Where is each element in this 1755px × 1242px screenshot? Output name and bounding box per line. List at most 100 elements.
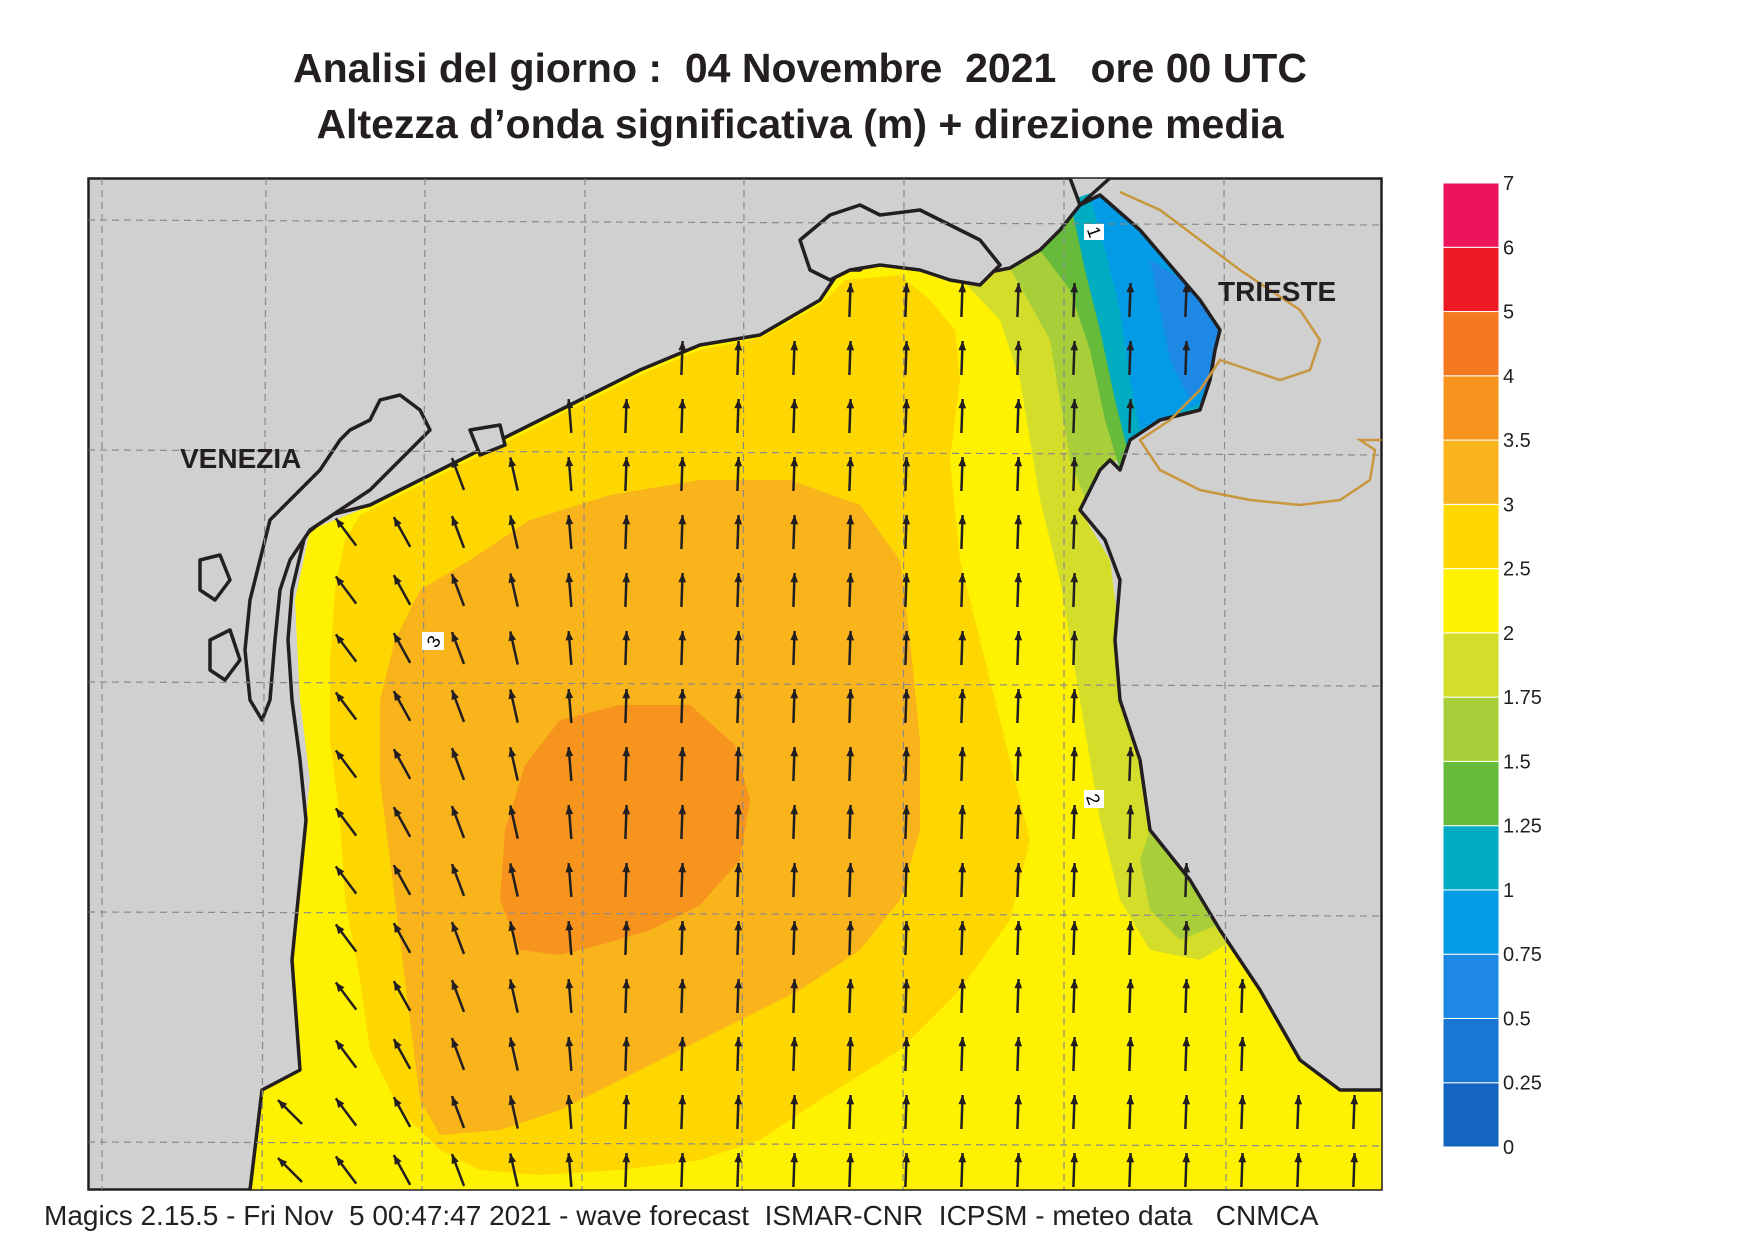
wave-direction-arrow — [450, 863, 466, 897]
wave-direction-arrow — [508, 515, 519, 549]
legend-tick-label: 1.75 — [1503, 687, 1542, 709]
legend-swatch — [1442, 439, 1500, 505]
wave-direction-arrow — [734, 746, 743, 782]
wave-direction-arrow — [734, 630, 743, 666]
wave-direction-arrow — [1014, 1152, 1023, 1188]
wave-direction-arrow — [790, 1036, 799, 1072]
wave-direction-arrow — [958, 920, 967, 956]
wave-direction-arrow — [622, 804, 631, 840]
legend-tick-label: 0.5 — [1503, 1008, 1531, 1030]
wave-direction-arrow — [1070, 282, 1079, 318]
graticule — [88, 178, 1382, 1190]
wave-direction-arrow — [790, 514, 799, 550]
wave-direction-arrow — [734, 688, 743, 724]
wave-direction-arrow — [392, 632, 412, 664]
legend-tick-label: 3 — [1503, 494, 1514, 516]
wave-direction-arrow — [790, 630, 799, 666]
wave-direction-arrow — [846, 514, 855, 550]
wave-direction-arrow — [846, 688, 855, 724]
wave-direction-arrow — [622, 746, 631, 782]
legend-swatch — [1442, 760, 1500, 827]
land-island-a — [198, 553, 232, 602]
wave-direction-arrow — [1182, 282, 1191, 318]
wave-direction-arrow — [1014, 862, 1023, 898]
wave-direction-arrow — [622, 862, 631, 898]
wave-direction-arrow — [902, 398, 911, 434]
wave-direction-arrow — [958, 1152, 967, 1188]
wave-direction-arrow — [678, 1152, 687, 1188]
wave-direction-arrow — [622, 920, 631, 956]
land-venice-islands — [243, 393, 432, 722]
wave-direction-arrow — [1070, 1094, 1079, 1130]
wave-direction-arrow — [1070, 456, 1079, 492]
wave-direction-arrow — [622, 1036, 631, 1072]
wave-direction-arrow — [334, 981, 358, 1011]
wave-direction-arrow — [790, 746, 799, 782]
wave-direction-arrow — [958, 572, 967, 608]
wave-direction-arrow — [334, 1155, 358, 1185]
wave-direction-arrow — [450, 1153, 466, 1187]
wave-direction-arrow — [846, 1152, 855, 1188]
wave-direction-arrow — [846, 340, 855, 376]
wave-direction-arrow — [565, 398, 574, 434]
wave-direction-arrow — [1070, 1152, 1079, 1188]
wave-direction-arrow — [1070, 514, 1079, 550]
wave-direction-arrow — [334, 865, 358, 895]
wave-direction-arrow — [958, 862, 967, 898]
wave-direction-arrow — [1070, 688, 1079, 724]
wave-direction-arrow — [902, 282, 911, 318]
wave-direction-arrow — [734, 862, 743, 898]
wave-direction-arrow — [1014, 340, 1023, 376]
wave-direction-arrow — [958, 398, 967, 434]
wave-direction-arrow — [1070, 920, 1079, 956]
wave-direction-arrow — [790, 572, 799, 608]
wave-direction-arrow — [902, 920, 911, 956]
wave-direction-arrow — [734, 398, 743, 434]
wave-direction-arrow — [1238, 1152, 1247, 1188]
wave-direction-arrow — [1070, 398, 1079, 434]
wave-direction-arrow — [902, 572, 911, 608]
legend-tick-label: 2 — [1503, 623, 1514, 645]
wave-direction-arrow — [958, 688, 967, 724]
wave-direction-arrow — [392, 922, 412, 954]
wave-direction-arrow — [734, 340, 743, 376]
wave-direction-arrow — [734, 1152, 743, 1188]
national-border — [1119, 190, 1382, 507]
wave-direction-arrow — [277, 1157, 303, 1183]
legend-tick-label: 0.25 — [1503, 1073, 1542, 1095]
wave-arrows — [277, 282, 1359, 1188]
wave-direction-arrow — [846, 804, 855, 840]
wave-direction-arrow — [734, 804, 743, 840]
wave-direction-arrow — [902, 514, 911, 550]
wave-direction-arrow — [277, 1099, 303, 1125]
land-island-c — [468, 423, 507, 457]
wave-direction-arrow — [902, 978, 911, 1014]
wave-direction-arrow — [678, 920, 687, 956]
wave-direction-arrow — [734, 572, 743, 608]
wave-direction-arrow — [1014, 1094, 1023, 1130]
contour-label-2: 2 — [1082, 790, 1104, 808]
wave-direction-arrow — [790, 1094, 799, 1130]
wave-direction-arrow — [1070, 746, 1079, 782]
footer-credits: Magics 2.15.5 - Fri Nov 5 00:47:47 2021 … — [44, 1200, 1319, 1231]
wave-direction-arrow — [450, 805, 466, 839]
wave-direction-arrow — [790, 340, 799, 376]
legend-tick-label: 2.5 — [1503, 559, 1531, 581]
wave-direction-arrow — [1014, 920, 1023, 956]
wave-direction-arrow — [1126, 1152, 1135, 1188]
wave-direction-arrow — [622, 630, 631, 666]
wave-direction-arrow — [565, 804, 574, 840]
wave-direction-arrow — [790, 1152, 799, 1188]
wave-direction-arrow — [450, 747, 466, 781]
wave-direction-arrow — [565, 572, 574, 608]
wave-direction-arrow — [1014, 630, 1023, 666]
wave-direction-arrow — [334, 575, 358, 605]
wave-direction-arrow — [846, 630, 855, 666]
wave-direction-arrow — [790, 456, 799, 492]
legend-tick-label: 1.5 — [1503, 751, 1531, 773]
wave-direction-arrow — [902, 746, 911, 782]
wave-direction-arrow — [508, 1037, 519, 1071]
wave-direction-arrow — [1182, 978, 1191, 1014]
wave-direction-arrow — [1014, 688, 1023, 724]
wave-direction-arrow — [508, 747, 519, 781]
